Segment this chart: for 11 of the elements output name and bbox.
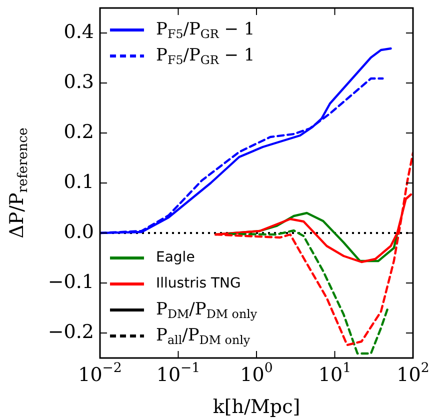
y-tick-label: 0.3 (64, 70, 94, 93)
y-tick-label: 0.4 (64, 20, 94, 43)
y-axis-title: ΔP/Preference (6, 127, 32, 238)
y-tick-label: 0.1 (64, 170, 94, 193)
legend-label: Illustris TNG (156, 276, 241, 292)
x-axis-title: k[h/Mpc] (212, 396, 300, 418)
y-tick-label: 0.0 (64, 220, 94, 243)
y-tick-label: 0.2 (64, 120, 94, 143)
y-tick-label: −0.1 (48, 270, 94, 293)
y-tick-label: −0.2 (48, 320, 94, 343)
legend-label: Eagle (156, 250, 195, 266)
